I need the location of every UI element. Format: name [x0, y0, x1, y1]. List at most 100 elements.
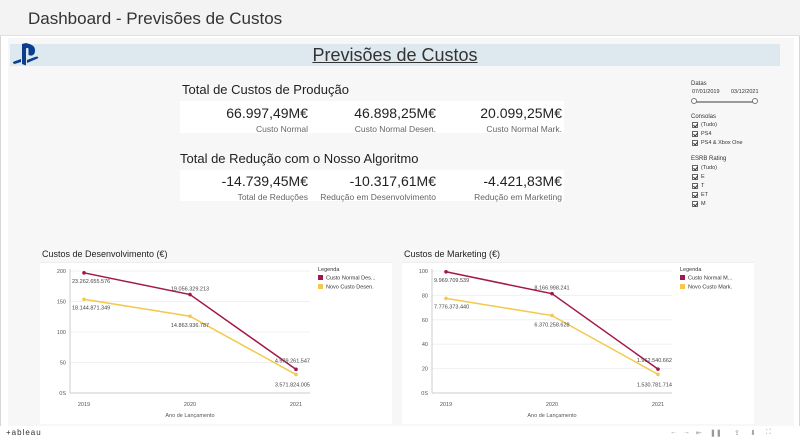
- kpi-section-title-production: Total de Custos de Produção: [182, 82, 349, 97]
- checkbox-checked-icon[interactable]: [692, 192, 698, 198]
- checkbox-checked-icon[interactable]: [692, 122, 698, 128]
- kpi-total-reducoes: -14.739,45M€ Total de Reduções: [222, 173, 308, 202]
- checkbox-checked-icon[interactable]: [692, 201, 698, 207]
- data-label: 14.863.936.787: [171, 323, 209, 329]
- data-point: [188, 314, 192, 319]
- x-tick-label: 2020: [184, 402, 196, 408]
- series-line-1: [445, 297, 659, 376]
- y-tick-label: 100: [419, 269, 428, 275]
- data-point: [82, 297, 86, 302]
- data-point: [294, 372, 298, 377]
- checkbox-checked-icon[interactable]: [692, 131, 698, 137]
- tableau-footer: [0, 426, 800, 439]
- data-point: [656, 372, 660, 377]
- legend-entry: Novo Custo Desen.: [326, 285, 374, 291]
- data-label: 1.962.540.662: [637, 358, 672, 364]
- dashboard-banner: Previsões de Custos: [10, 44, 780, 66]
- y-tick-label: 0S: [59, 391, 66, 397]
- data-point: [550, 291, 554, 296]
- y-tick-label: 200: [57, 269, 66, 275]
- y-tick-label: 150: [57, 300, 66, 306]
- data-label: 9.969.709.539: [434, 278, 469, 284]
- data-point: [444, 269, 448, 274]
- filter-console-option[interactable]: PS4 & Xbox One: [692, 140, 743, 146]
- filter-esrb-option[interactable]: M: [692, 201, 706, 207]
- kpi-label: Custo Normal Desen.: [354, 124, 436, 134]
- kpi-custo-normal-mark: 20.099,25M€ Custo Normal Mark.: [480, 105, 562, 134]
- line-chart-marketing: 100 80 60 40 20 0S 2019 2020 2021 Ano de Lançamen…: [419, 267, 733, 419]
- y-tick-label: 20: [422, 367, 428, 373]
- y-tick-label: 80: [422, 293, 428, 299]
- revert-icon[interactable]: ⇤: [696, 430, 702, 437]
- kpi-custo-normal: 66.997,49M€ Custo Normal: [226, 105, 308, 134]
- line-chart-desenvolvimento: 200 150 100 50 0S 2019 2020 2021 Ano de Lançamen…: [57, 267, 376, 419]
- y-tick-label: 100: [57, 330, 66, 336]
- kpi-panel-reduction: -14.739,45M€ Total de Reduções -10.317,6…: [180, 170, 564, 202]
- kpi-reducao-desenvolvimento: -10.317,61M€ Redução em Desenvolvimento: [320, 173, 436, 202]
- filter-esrb-option[interactable]: E: [692, 174, 705, 180]
- data-label: 23.262.655.576: [72, 279, 110, 285]
- kpi-label: Custo Normal Mark.: [486, 124, 562, 134]
- y-tick-label: 50: [60, 361, 66, 367]
- x-tick-label: 2019: [440, 402, 452, 408]
- data-label: 18.144.871.349: [72, 305, 110, 311]
- kpi-value: -10.317,61M€: [349, 173, 436, 189]
- kpi-section-title-reduction: Total de Redução com o Nosso Algoritmo: [180, 151, 419, 166]
- kpi-panel-production: 66.997,49M€ Custo Normal 46.898,25M€ Cus…: [180, 101, 564, 134]
- legend-entry: Novo Custo Mark.: [688, 285, 732, 291]
- checkbox-checked-icon[interactable]: [692, 183, 698, 189]
- data-point: [550, 313, 554, 318]
- series-line-1: [83, 298, 297, 376]
- undo-icon[interactable]: ←: [670, 429, 677, 436]
- filter-console-option[interactable]: (Tudo): [692, 122, 717, 128]
- dashboard-title: Previsões de Custos: [312, 45, 478, 65]
- filter-console-option[interactable]: PS4: [692, 131, 711, 137]
- data-point: [294, 367, 298, 372]
- filter-date-start[interactable]: 07/01/2019: [692, 89, 720, 95]
- kpi-reducao-marketing: -4.421,83M€ Redução em Marketing: [474, 173, 562, 202]
- filter-dates-title: Datas: [691, 81, 707, 87]
- data-point: [188, 292, 192, 297]
- data-label: 19.056.329.213: [171, 287, 209, 293]
- filter-date-end[interactable]: 03/12/2021: [731, 89, 759, 95]
- x-tick-label: 2020: [546, 402, 558, 408]
- fullscreen-icon[interactable]: ⛶: [766, 429, 771, 436]
- legend-swatch: [318, 275, 323, 280]
- x-axis-label: Ano de Lançamento: [527, 413, 576, 419]
- filter-esrb-option[interactable]: T: [692, 183, 704, 189]
- y-tick-label: 60: [422, 318, 428, 324]
- date-slider-track[interactable]: [694, 101, 754, 103]
- data-point: [82, 271, 86, 275]
- kpi-label: Redução em Marketing: [474, 192, 562, 202]
- kpi-value: -4.421,83M€: [483, 173, 562, 189]
- share-icon[interactable]: ⇪: [734, 430, 740, 437]
- chart-title-marketing: Custos de Marketing (€): [404, 249, 501, 259]
- redo-icon[interactable]: →: [683, 429, 690, 436]
- title-bar: Dashboard - Previsões de Custos: [0, 0, 800, 36]
- kpi-value: 46.898,25M€: [354, 105, 436, 121]
- kpi-label: Custo Normal: [256, 124, 308, 134]
- kpi-value: 66.997,49M€: [226, 105, 308, 121]
- legend-entry: Custo Normal M...: [688, 276, 733, 282]
- filter-esrb-title: ESRB Rating: [691, 156, 727, 162]
- legend-title: Legenda: [680, 267, 702, 273]
- date-slider-end-handle[interactable]: [752, 98, 758, 104]
- legend-swatch: [680, 284, 685, 289]
- kpi-value: 20.099,25M€: [480, 105, 562, 121]
- data-point: [444, 296, 448, 301]
- download-icon[interactable]: ⬇: [750, 430, 756, 437]
- filter-esrb-option[interactable]: ET: [692, 192, 708, 198]
- checkbox-checked-icon[interactable]: [692, 140, 698, 146]
- chart-area-marketing: 100 80 60 40 20 0S 2019 2020 2021 Ano de Lançamen…: [402, 262, 754, 424]
- date-slider-start-handle[interactable]: [691, 98, 697, 104]
- filter-esrb-option[interactable]: (Tudo): [692, 165, 717, 171]
- y-tick-label: 40: [422, 342, 428, 348]
- x-tick-label: 2021: [290, 402, 302, 408]
- kpi-value: -14.739,45M€: [221, 173, 308, 189]
- checkbox-checked-icon[interactable]: [692, 174, 698, 180]
- data-label: 8.166.998.241: [534, 286, 569, 292]
- kpi-label: Redução em Desenvolvimento: [320, 192, 436, 202]
- legend-swatch: [318, 284, 323, 289]
- pause-icon[interactable]: ❚❚: [710, 430, 722, 437]
- checkbox-checked-icon[interactable]: [692, 165, 698, 171]
